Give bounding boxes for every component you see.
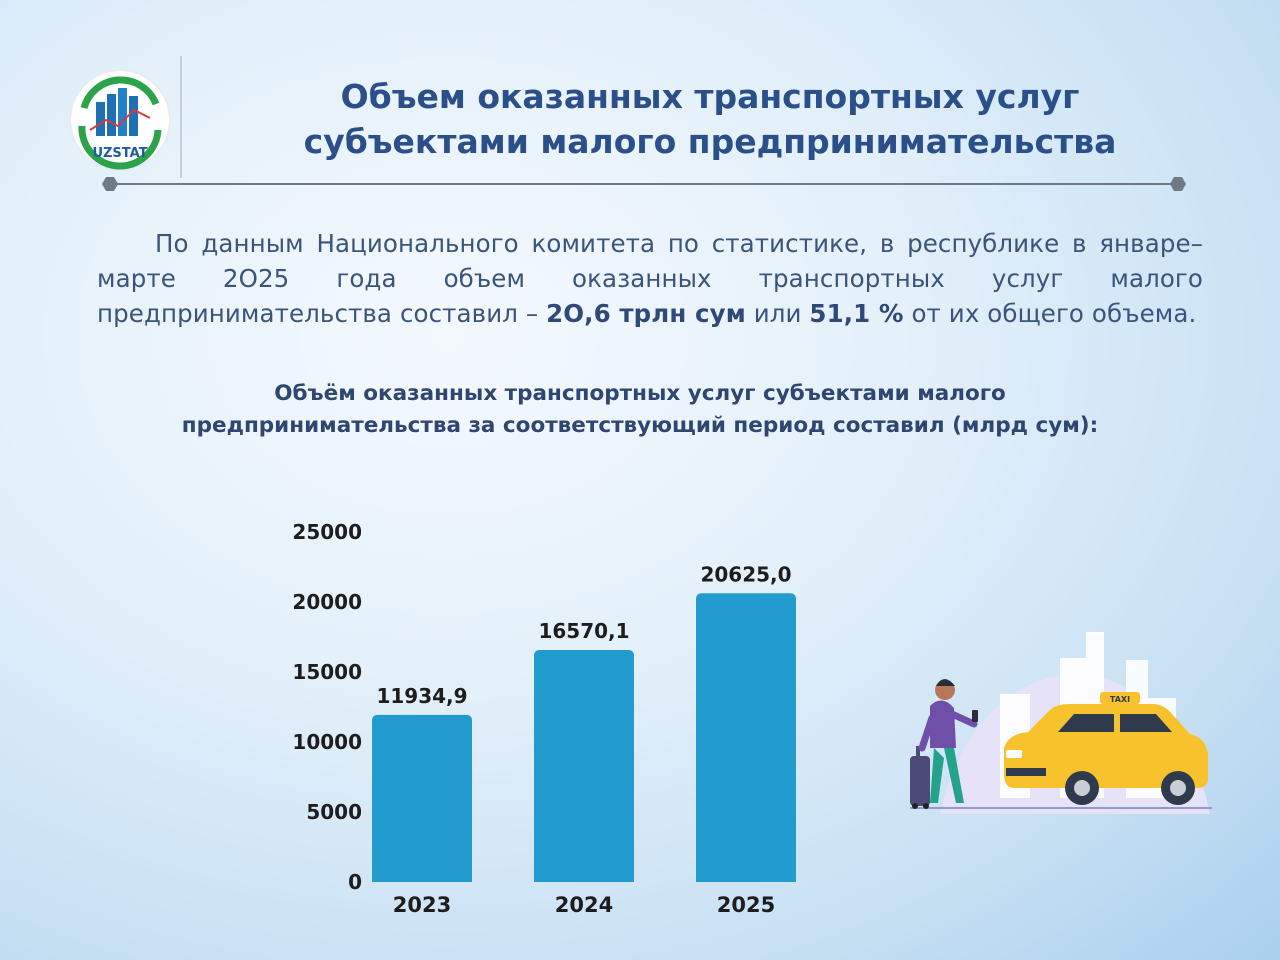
- y-tick-label: 15000: [292, 660, 362, 684]
- uzstat-logo: UZSTAT: [69, 69, 171, 171]
- x-tick-label-2023: 2023: [393, 893, 451, 917]
- taxi-illustration: TAXI: [910, 632, 1212, 814]
- y-tick-label: 5000: [306, 800, 362, 824]
- bar-chart: 0 5000 10000 15000 20000 25000 11934,9 2023 1657…: [292, 520, 796, 917]
- bar-2023: [372, 714, 472, 882]
- y-tick-label: 10000: [292, 730, 362, 754]
- intro-text-3: от их общего объема.: [903, 299, 1197, 328]
- taxi-sign-text: TAXI: [1110, 695, 1130, 704]
- page-title-line-1: Объем оказанных транспортных услуг: [340, 77, 1080, 116]
- intro-value-trln: 2О,6 трлн сум: [546, 299, 746, 328]
- data-label-2023: 11934,9: [376, 684, 467, 708]
- header-divider: [180, 56, 182, 178]
- intro-value-percent: 51,1 %: [809, 299, 904, 328]
- title-underline: [102, 177, 1186, 191]
- page-title: Объем оказанных транспортных услуг субъе…: [210, 74, 1210, 164]
- logo-text: UZSTAT: [92, 146, 147, 161]
- taxi-car: TAXI: [1004, 692, 1208, 805]
- x-tick-label-2025: 2025: [717, 893, 775, 917]
- intro-paragraph: По данным Национального комитета по стат…: [97, 226, 1203, 331]
- y-tick-label: 25000: [292, 520, 362, 544]
- data-label-2024: 16570,1: [538, 619, 629, 643]
- x-tick-label-2024: 2024: [555, 893, 613, 917]
- page-title-line-2: субъектами малого предпринимательства: [303, 122, 1117, 161]
- intro-text-1: По данным Национального комитета по стат…: [97, 229, 1203, 328]
- data-label-2025: 20625,0: [700, 562, 791, 586]
- y-tick-label: 20000: [292, 590, 362, 614]
- bar-2025: [696, 593, 796, 882]
- chart-title: Объём оказанных транспортных услуг субъе…: [181, 381, 1099, 438]
- bar-2024: [534, 650, 634, 882]
- intro-text-2: или: [745, 299, 810, 328]
- traveler-person: [910, 679, 978, 809]
- y-tick-label: 0: [348, 870, 362, 894]
